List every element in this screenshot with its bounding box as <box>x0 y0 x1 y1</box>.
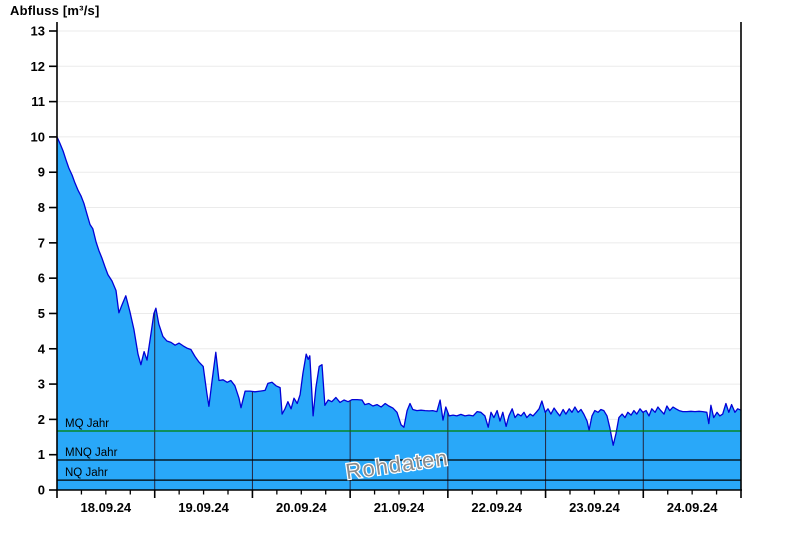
reference-label-nq: NQ Jahr <box>65 467 108 479</box>
reference-label-mnq: MNQ Jahr <box>65 447 118 459</box>
x-day-label: 20.09.24 <box>276 500 327 515</box>
y-tick-label: 8 <box>38 200 45 215</box>
x-day-label: 24.09.24 <box>667 500 718 515</box>
y-tick-label: 4 <box>38 341 46 356</box>
y-tick-label: 1 <box>38 447 45 462</box>
y-tick-label: 11 <box>31 94 45 109</box>
y-tick-label: 2 <box>38 412 45 427</box>
reference-label-mq: MQ Jahr <box>65 418 109 430</box>
x-day-label: 21.09.24 <box>374 500 425 515</box>
y-tick-label: 9 <box>38 165 45 180</box>
discharge-line <box>56 136 742 446</box>
y-tick-label: 0 <box>38 483 45 498</box>
y-tick-label: 12 <box>31 59 45 74</box>
y-tick-label: 6 <box>38 271 45 286</box>
y-axis-title: Abfluss [m³/s] <box>10 3 100 18</box>
x-day-label: 18.09.24 <box>81 500 132 515</box>
x-day-label: 19.09.24 <box>178 500 229 515</box>
x-day-label: 22.09.24 <box>471 500 522 515</box>
y-tick-label: 13 <box>31 24 45 39</box>
x-day-label: 23.09.24 <box>569 500 620 515</box>
y-tick-label: 7 <box>38 235 45 250</box>
discharge-area-fill <box>57 136 741 490</box>
y-tick-label: 5 <box>38 306 45 321</box>
y-tick-label: 3 <box>38 377 45 392</box>
y-tick-label: 10 <box>31 129 45 144</box>
